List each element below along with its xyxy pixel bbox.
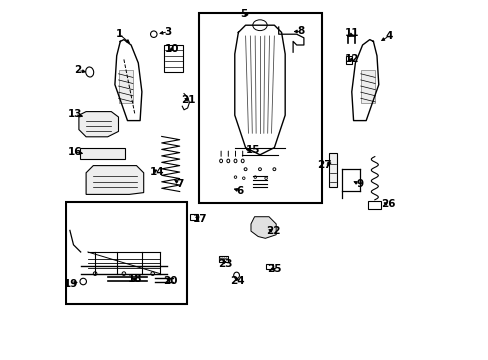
Bar bbox=[346, 56, 351, 64]
Text: 5: 5 bbox=[239, 9, 246, 19]
Ellipse shape bbox=[252, 20, 266, 31]
Text: 26: 26 bbox=[381, 199, 395, 210]
Text: 16: 16 bbox=[67, 147, 81, 157]
Text: 1: 1 bbox=[115, 29, 122, 39]
Bar bbox=[328, 153, 336, 187]
Bar bbox=[265, 264, 272, 269]
Ellipse shape bbox=[122, 272, 125, 275]
Text: 11: 11 bbox=[345, 28, 359, 39]
Ellipse shape bbox=[241, 159, 244, 163]
Ellipse shape bbox=[233, 272, 239, 279]
Ellipse shape bbox=[93, 272, 97, 275]
Text: 9: 9 bbox=[355, 179, 363, 189]
Ellipse shape bbox=[150, 31, 157, 37]
Polygon shape bbox=[79, 112, 118, 137]
Text: 27: 27 bbox=[316, 160, 331, 170]
Ellipse shape bbox=[254, 176, 256, 179]
Ellipse shape bbox=[221, 258, 223, 260]
Bar bbox=[367, 201, 381, 209]
Bar bbox=[360, 70, 374, 103]
Ellipse shape bbox=[258, 168, 261, 171]
Ellipse shape bbox=[272, 168, 275, 171]
Text: 24: 24 bbox=[229, 276, 244, 286]
Ellipse shape bbox=[151, 272, 154, 275]
Bar bbox=[80, 148, 124, 159]
Ellipse shape bbox=[234, 176, 236, 179]
Ellipse shape bbox=[80, 278, 86, 285]
Ellipse shape bbox=[226, 159, 229, 163]
Ellipse shape bbox=[264, 177, 267, 180]
Text: 19: 19 bbox=[63, 279, 78, 289]
Text: 14: 14 bbox=[150, 167, 164, 177]
Text: 10: 10 bbox=[165, 44, 180, 54]
Text: 8: 8 bbox=[297, 26, 305, 36]
Ellipse shape bbox=[244, 168, 246, 171]
Text: 6: 6 bbox=[236, 186, 244, 196]
Text: 25: 25 bbox=[266, 264, 281, 274]
Ellipse shape bbox=[219, 258, 220, 260]
Ellipse shape bbox=[234, 159, 237, 163]
Bar bbox=[118, 70, 133, 103]
Text: 3: 3 bbox=[164, 27, 171, 37]
Ellipse shape bbox=[242, 177, 244, 180]
Text: 23: 23 bbox=[218, 258, 233, 269]
Ellipse shape bbox=[85, 67, 94, 77]
Ellipse shape bbox=[225, 258, 227, 260]
Ellipse shape bbox=[219, 159, 222, 163]
Text: 20: 20 bbox=[163, 276, 178, 286]
Ellipse shape bbox=[223, 258, 224, 260]
Text: 15: 15 bbox=[246, 145, 260, 156]
Text: 12: 12 bbox=[345, 54, 359, 64]
Text: 4: 4 bbox=[385, 31, 392, 41]
Text: 22: 22 bbox=[265, 226, 280, 236]
Text: 2: 2 bbox=[74, 65, 81, 75]
Text: 7: 7 bbox=[176, 179, 183, 189]
Bar bbox=[163, 45, 183, 72]
Bar bbox=[199, 13, 321, 203]
Bar bbox=[218, 256, 227, 262]
Bar bbox=[66, 202, 186, 304]
Bar bbox=[189, 214, 197, 220]
Polygon shape bbox=[250, 217, 276, 238]
Text: 13: 13 bbox=[67, 109, 81, 120]
Text: 18: 18 bbox=[127, 274, 142, 284]
Polygon shape bbox=[86, 166, 143, 194]
Text: 17: 17 bbox=[193, 214, 207, 224]
Text: 21: 21 bbox=[181, 95, 196, 105]
